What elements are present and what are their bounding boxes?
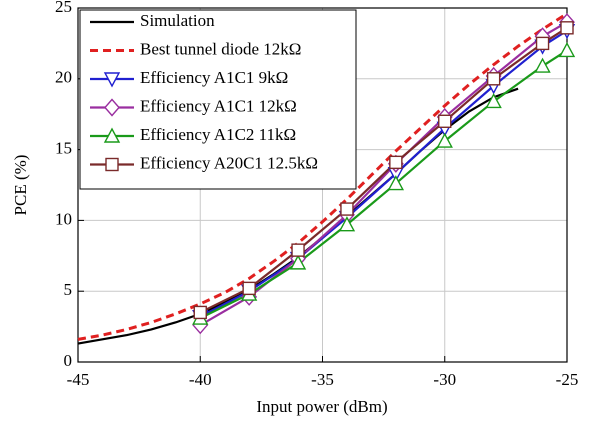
y-tick-label: 20 <box>55 68 72 87</box>
legend-label: Efficiency A1C2 11kΩ <box>140 125 296 144</box>
marker <box>438 114 452 128</box>
marker <box>389 155 403 170</box>
marker <box>291 243 305 257</box>
y-tick-label: 0 <box>64 351 73 370</box>
x-tick-label: -40 <box>189 370 212 389</box>
x-tick-label: -45 <box>67 370 90 389</box>
marker <box>338 216 356 232</box>
x-axis-label: Input power (dBm) <box>256 397 387 416</box>
y-axis-label: PCE (%) <box>11 155 30 216</box>
marker <box>436 132 453 148</box>
marker <box>558 42 576 58</box>
marker <box>103 127 121 143</box>
marker <box>486 72 501 86</box>
legend-label: Best tunnel diode 12kΩ <box>140 39 301 58</box>
marker <box>535 36 550 51</box>
marker <box>289 254 307 270</box>
y-tick-label: 5 <box>64 280 73 299</box>
y-tick-label: 15 <box>55 139 72 158</box>
y-tick-label: 25 <box>55 0 72 16</box>
legend-label: Efficiency A20C1 12.5kΩ <box>140 153 318 172</box>
y-tick-label: 10 <box>55 209 72 228</box>
legend-label: Efficiency A1C1 9kΩ <box>140 68 288 87</box>
marker <box>485 92 502 109</box>
marker <box>242 281 256 296</box>
x-tick-label: -30 <box>433 370 456 389</box>
legend-box <box>79 9 357 190</box>
x-tick-label: -25 <box>556 370 579 389</box>
marker <box>534 57 551 73</box>
marker <box>105 157 119 172</box>
marker <box>387 175 405 191</box>
x-tick-label: -35 <box>311 370 334 389</box>
marker <box>560 21 574 35</box>
marker <box>103 72 121 88</box>
series-line <box>77 12 568 341</box>
marker <box>104 98 120 117</box>
marker <box>193 305 207 320</box>
plot-frame <box>77 7 568 363</box>
legend-label: Efficiency A1C1 12kΩ <box>140 96 297 115</box>
legend-label: Simulation <box>140 11 215 30</box>
marker <box>340 202 354 216</box>
